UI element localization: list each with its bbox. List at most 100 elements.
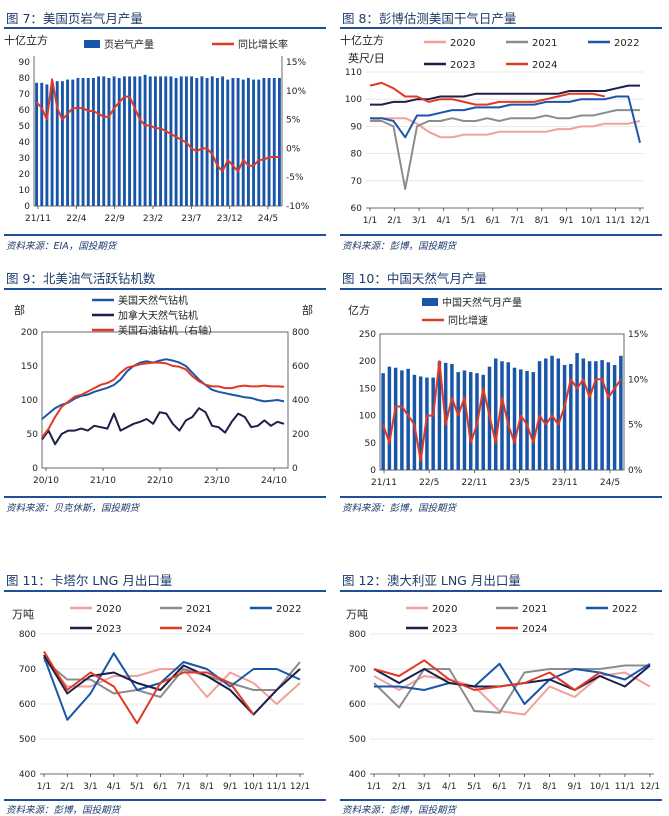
chart-12-svg: 400 500 600 700 800 1/1 2/1 3/1 4/1 5/1 6/1 7/1 8/1 9… bbox=[346, 604, 660, 792]
x-tick-label: 8/1 bbox=[535, 216, 549, 226]
bar bbox=[456, 372, 460, 470]
bar bbox=[550, 355, 554, 470]
series-line bbox=[41, 361, 285, 439]
y-tick-label: 30 bbox=[19, 154, 31, 164]
legend-swatch bbox=[422, 298, 438, 306]
series-line bbox=[369, 117, 641, 139]
y2-tick-label: 600 bbox=[292, 362, 309, 372]
y2-tick-label: 800 bbox=[292, 328, 309, 338]
x-tick-label: 1/1 bbox=[363, 216, 377, 226]
x-tick-label: 23/12 bbox=[217, 214, 243, 224]
x-tick-label: 9/1 bbox=[223, 782, 237, 792]
x-tick-label: 8/1 bbox=[200, 782, 214, 792]
chart-source: 资料来源：彭博，国投期货 bbox=[6, 805, 121, 816]
bar bbox=[71, 79, 75, 206]
x-tick-label: 9/1 bbox=[567, 782, 581, 792]
bar bbox=[35, 82, 39, 206]
legend-label: 2023 bbox=[450, 60, 475, 71]
legend-label: 2020 bbox=[432, 604, 457, 615]
legend-label: 2021 bbox=[186, 604, 211, 615]
bar bbox=[81, 78, 85, 206]
bar bbox=[500, 361, 504, 470]
y-tick-label: 200 bbox=[359, 357, 376, 367]
bar bbox=[594, 361, 598, 470]
y-tick-label: 600 bbox=[19, 700, 36, 710]
x-tick-label: 6/1 bbox=[485, 216, 499, 226]
unit-label: 英尺/日 bbox=[348, 51, 385, 65]
series-line bbox=[373, 671, 651, 716]
y-tick-label: 800 bbox=[19, 630, 36, 640]
bar bbox=[531, 372, 536, 470]
source-line bbox=[4, 496, 326, 498]
title-underline bbox=[340, 27, 662, 29]
chart-source: 资料来源：彭博，国投期货 bbox=[342, 503, 457, 514]
y-tick-label: 600 bbox=[349, 700, 366, 710]
y-tick-label: 400 bbox=[19, 770, 36, 780]
legend-label: 2021 bbox=[522, 604, 547, 615]
x-tick-label: 11/1 bbox=[267, 782, 287, 792]
bar bbox=[512, 367, 517, 470]
bar bbox=[50, 82, 54, 206]
bar bbox=[40, 82, 44, 206]
y-tick-label: 50 bbox=[365, 439, 377, 449]
y-tick-label: 400 bbox=[349, 770, 366, 780]
series-line bbox=[35, 78, 280, 173]
series-line bbox=[370, 109, 640, 190]
series-line bbox=[373, 659, 601, 691]
bar bbox=[133, 76, 137, 207]
x-tick-label: 4/1 bbox=[436, 216, 450, 226]
bar bbox=[606, 362, 611, 470]
chart-panel-8: 图 8：彭博估测美国干气日产量 60 70 80 90 100 110 1/1 2/1 3/1 4… bbox=[336, 0, 669, 258]
y2-tick-label: 400 bbox=[292, 396, 309, 406]
bar bbox=[164, 76, 168, 207]
x-tick-label: 3/1 bbox=[412, 216, 426, 226]
series-line bbox=[370, 95, 641, 143]
x-tick-label: 4/1 bbox=[107, 782, 121, 792]
y-tick-label: 50 bbox=[19, 122, 31, 132]
x-tick-label: 7/1 bbox=[517, 782, 531, 792]
x-tick-label: 3/1 bbox=[417, 782, 431, 792]
x-tick-label: 24/5 bbox=[600, 478, 620, 488]
unit-label-right: 部 bbox=[302, 303, 313, 317]
legend-label: 美国石油钻机（右轴） bbox=[118, 324, 218, 337]
chart-title: 图 9：北美油气活跃钻机数 bbox=[6, 271, 156, 286]
unit-label-left: 部 bbox=[14, 303, 25, 317]
bar bbox=[169, 76, 173, 207]
bar bbox=[241, 79, 245, 206]
bar bbox=[159, 76, 163, 207]
bar bbox=[462, 370, 467, 470]
y2-tick-label: 0% bbox=[628, 466, 643, 476]
x-tick-label: 12/1 bbox=[640, 782, 660, 792]
bar bbox=[437, 361, 442, 470]
y-tick-label: 80 bbox=[351, 150, 363, 160]
bar bbox=[600, 360, 604, 470]
legend-label: 中国天然气月产量 bbox=[442, 296, 522, 309]
y-tick-label: 100 bbox=[359, 412, 376, 422]
chart-panel-11: 图 11：卡塔尔 LNG 月出口量 400 500 600 700 800 1/1 2/1 3… bbox=[0, 566, 334, 816]
x-tick-label: 7/1 bbox=[510, 216, 524, 226]
bar bbox=[569, 363, 573, 470]
y-tick-label: 0 bbox=[32, 464, 38, 474]
bar bbox=[544, 358, 548, 470]
series-line bbox=[43, 657, 301, 705]
bar bbox=[431, 377, 435, 470]
bar bbox=[97, 76, 101, 207]
y-tick-label: 70 bbox=[19, 90, 31, 100]
legend-label: 2023 bbox=[432, 624, 457, 635]
bar bbox=[205, 78, 209, 206]
y2-tick-label: 15% bbox=[628, 330, 648, 340]
source-line bbox=[340, 496, 662, 498]
series-line bbox=[370, 84, 640, 106]
chart-panel-12: 图 12：澳大利亚 LNG 月出口量 400 500 600 700 800 1/1 2/1… bbox=[336, 566, 669, 816]
bar bbox=[76, 78, 80, 206]
bar bbox=[174, 78, 178, 206]
bar bbox=[210, 76, 214, 207]
legend-label: 2024 bbox=[532, 60, 557, 71]
x-tick-label: 5/1 bbox=[130, 782, 144, 792]
x-tick-label: 6/1 bbox=[153, 782, 167, 792]
y2-tick-label: 5% bbox=[628, 421, 643, 431]
source-line bbox=[4, 799, 326, 801]
bar bbox=[575, 353, 579, 470]
bar bbox=[184, 76, 188, 207]
bar bbox=[236, 78, 240, 206]
